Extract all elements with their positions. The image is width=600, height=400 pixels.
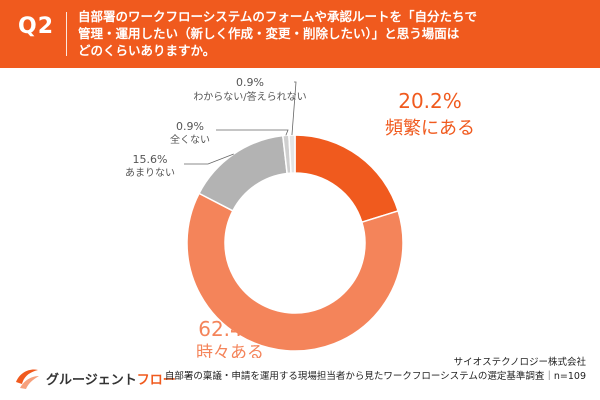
label-category-never: 全くない	[170, 133, 210, 146]
label-category-frequent: 頻繁にある	[385, 118, 475, 139]
donut-slice-5	[288, 134, 296, 174]
logo-swoosh-icon	[16, 369, 39, 389]
label-value-rarely: 15.6%	[133, 153, 168, 166]
label-category-rarely: あまりない	[125, 167, 175, 179]
brand-logo: グルージェントフロー	[14, 366, 176, 390]
source-survey: 自部署の稟議・申請を運用する現場担当者から見たワークフローシステムの選定基準調査…	[164, 371, 586, 382]
question-number: Q2	[18, 14, 55, 39]
question-line-1: 自部署のワークフローシステムのフォームや承認ルートを「自分たちで	[78, 9, 478, 24]
donut-chart: 20.2%頻繁にある62.4%時々ある15.6%あまりない0.9%全くない0.9…	[125, 76, 475, 358]
logo-text: グルージェントフロー	[46, 369, 176, 388]
donut-slice-2	[186, 192, 404, 352]
label-value-frequent: 20.2%	[398, 89, 462, 113]
question-text: 自部署のワークフローシステムのフォームや承認ルートを「自分たちで 管理・運用した…	[78, 8, 588, 59]
question-line-3: どのくらいありますか。	[78, 43, 216, 58]
label-category-sometimes: 時々ある	[196, 343, 264, 358]
leader-line-never	[216, 129, 289, 136]
source-company: サイオステクノロジー株式会社	[453, 357, 586, 368]
donut-slice-3	[198, 134, 288, 212]
label-value-unknown: 0.9%	[236, 76, 264, 89]
source-credit: サイオステクノロジー株式会社 自部署の稟議・申請を運用する現場担当者から見たワー…	[165, 356, 586, 384]
label-category-unknown: わからない/答えられない	[193, 90, 306, 103]
label-value-sometimes: 62.4%	[198, 317, 262, 341]
logo-text-main: グルージェント	[46, 372, 137, 388]
donut-slice-1	[294, 134, 400, 224]
question-header: Q2 自部署のワークフローシステムのフォームや承認ルートを「自分たちで 管理・運…	[0, 0, 600, 68]
question-line-2: 管理・運用したい（新しく作成・変更・削除したい）」と思う場面は	[78, 26, 460, 41]
label-value-never: 0.9%	[176, 120, 204, 133]
leader-line-rarely	[184, 153, 234, 165]
header-divider	[66, 12, 67, 56]
logo-text-accent: フロー	[136, 372, 176, 388]
leader-line-unknown	[291, 81, 297, 136]
